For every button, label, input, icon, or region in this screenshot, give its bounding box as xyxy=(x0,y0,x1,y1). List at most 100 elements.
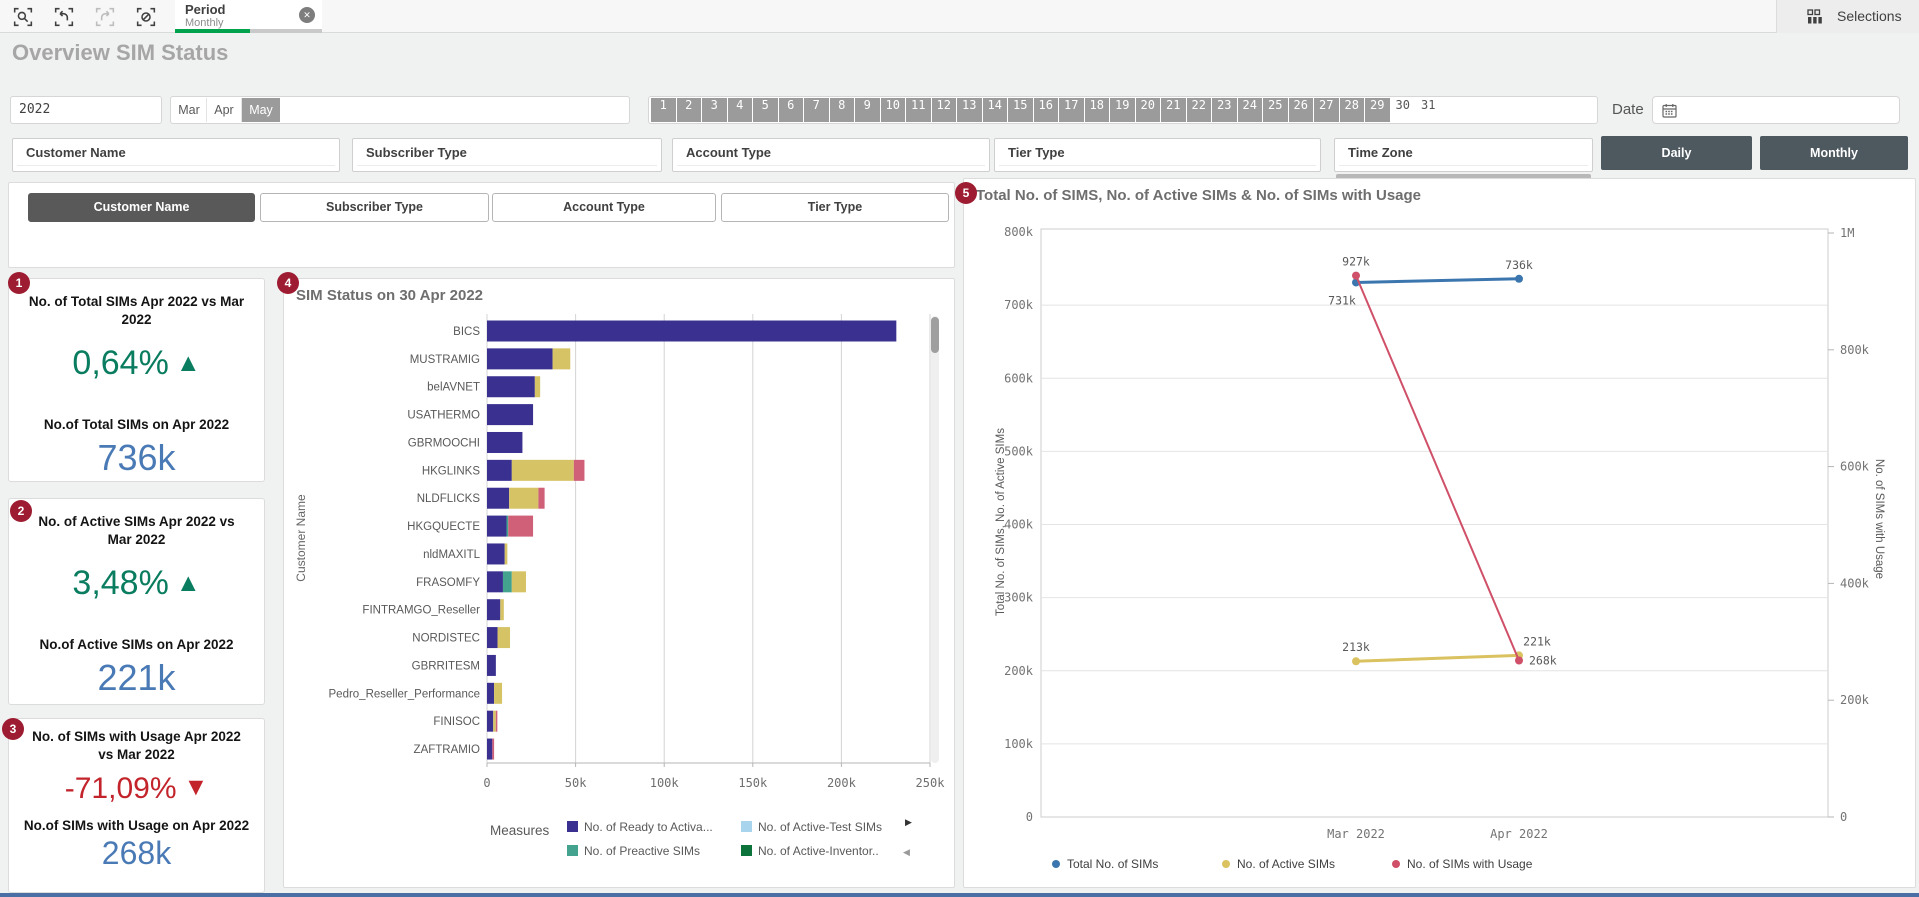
day-token-9[interactable]: 9 xyxy=(855,98,880,122)
bar-segment-pink[interactable] xyxy=(508,515,534,537)
bar-segment-yellow[interactable] xyxy=(500,599,504,621)
bar-segment-indigo[interactable] xyxy=(487,543,505,565)
bar-segment-indigo[interactable] xyxy=(487,376,535,398)
legend-entry-total-no-of-sims[interactable]: Total No. of SIMs xyxy=(1052,857,1158,871)
close-icon[interactable]: ✕ xyxy=(299,7,315,23)
data-point-no-of-sims-with-usage[interactable] xyxy=(1352,271,1360,280)
day-token-26[interactable]: 26 xyxy=(1288,98,1313,122)
bar-segment-indigo[interactable] xyxy=(487,599,501,621)
selections-button[interactable]: Selections xyxy=(1776,0,1919,33)
listbox-subscriber-type[interactable]: Subscriber Type xyxy=(352,138,662,172)
bar-segment-indigo[interactable] xyxy=(487,404,534,426)
bar-segment-pink[interactable] xyxy=(573,459,585,481)
legend-entry-no-of-sims-with-usage[interactable]: No. of SIMs with Usage xyxy=(1392,857,1532,871)
day-token-22[interactable]: 22 xyxy=(1186,98,1211,122)
bar-segment-yellow[interactable] xyxy=(511,571,526,593)
bar-segment-indigo[interactable] xyxy=(487,515,507,537)
day-token-5[interactable]: 5 xyxy=(753,98,778,122)
year-listbox[interactable]: 2022 xyxy=(10,96,162,124)
data-point-no-of-active-sims[interactable] xyxy=(1352,657,1360,666)
bar-segment-yellow[interactable] xyxy=(509,487,539,509)
bar-segment-indigo[interactable] xyxy=(487,654,496,676)
step-forward-icon[interactable] xyxy=(95,7,115,27)
dim-button-tier-type[interactable]: Tier Type xyxy=(721,193,949,222)
dim-button-customer-name[interactable]: Customer Name xyxy=(28,193,255,222)
bar-segment-pink[interactable] xyxy=(495,710,498,732)
day-token-14[interactable]: 14 xyxy=(982,98,1007,122)
listbox-account-type[interactable]: Account Type xyxy=(672,138,990,172)
day-token-23[interactable]: 23 xyxy=(1212,98,1237,122)
bar-segment-teal[interactable] xyxy=(502,571,512,593)
daily-button[interactable]: Daily xyxy=(1601,136,1752,170)
day-token-25[interactable]: 25 xyxy=(1263,98,1288,122)
legend-prev-icon[interactable]: ◀ xyxy=(903,847,910,857)
day-token-16[interactable]: 16 xyxy=(1033,98,1058,122)
dim-button-subscriber-type[interactable]: Subscriber Type xyxy=(260,193,489,222)
date-picker-input[interactable] xyxy=(1652,96,1900,124)
day-token-11[interactable]: 11 xyxy=(906,98,931,122)
bar-segment-yellow[interactable] xyxy=(534,376,541,398)
month-token-apr[interactable]: Apr xyxy=(207,98,242,122)
listbox-tier-type[interactable]: Tier Type xyxy=(994,138,1321,172)
bar-segment-indigo[interactable] xyxy=(487,348,553,370)
data-point-no-of-sims-with-usage[interactable] xyxy=(1515,656,1523,665)
day-token-6[interactable]: 6 xyxy=(778,98,803,122)
day-token-30[interactable]: 30 xyxy=(1390,98,1415,122)
day-token-1[interactable]: 1 xyxy=(651,98,676,122)
day-token-21[interactable]: 21 xyxy=(1161,98,1186,122)
day-token-17[interactable]: 17 xyxy=(1059,98,1084,122)
bar-segment-yellow[interactable] xyxy=(511,459,574,481)
bar-segment-indigo[interactable] xyxy=(487,627,498,649)
step-back-icon[interactable] xyxy=(54,7,74,27)
bar-segment-yellow[interactable] xyxy=(504,543,508,565)
bar-segment-yellow[interactable] xyxy=(494,682,503,704)
legend-next-icon[interactable]: ▶ xyxy=(905,817,912,827)
bar-segment-yellow[interactable] xyxy=(493,710,496,732)
bar-segment-indigo[interactable] xyxy=(487,487,510,509)
day-token-24[interactable]: 24 xyxy=(1237,98,1262,122)
smart-search-icon[interactable] xyxy=(13,7,33,27)
bar-segment-indigo[interactable] xyxy=(487,738,493,760)
bar-segment-indigo[interactable] xyxy=(487,710,494,732)
legend-entry-no-of-active-sims[interactable]: No. of Active SIMs xyxy=(1222,857,1335,871)
listbox-customer-name[interactable]: Customer Name xyxy=(12,138,340,172)
monthly-button[interactable]: Monthly xyxy=(1760,136,1908,170)
bar-chart-scrollbar[interactable] xyxy=(931,316,939,763)
selection-tab-period[interactable]: Period Monthly ✕ xyxy=(175,0,322,33)
day-token-27[interactable]: 27 xyxy=(1314,98,1339,122)
day-token-15[interactable]: 15 xyxy=(1008,98,1033,122)
month-token-may[interactable]: May xyxy=(242,98,280,122)
scrollbar-thumb[interactable] xyxy=(931,317,939,353)
day-token-18[interactable]: 18 xyxy=(1084,98,1109,122)
day-token-31[interactable]: 31 xyxy=(1416,98,1441,122)
bar-segment-teal[interactable] xyxy=(506,515,509,537)
day-token-2[interactable]: 2 xyxy=(676,98,701,122)
bar-segment-yellow[interactable] xyxy=(552,348,571,370)
day-token-20[interactable]: 20 xyxy=(1135,98,1160,122)
bar-segment-yellow[interactable] xyxy=(497,627,511,649)
day-token-13[interactable]: 13 xyxy=(957,98,982,122)
data-point-total-no-of-sims[interactable] xyxy=(1515,274,1523,283)
bar-segment-indigo[interactable] xyxy=(487,571,503,593)
day-token-4[interactable]: 4 xyxy=(727,98,752,122)
day-listbox[interactable]: 1 2 3 4 5 6 7 8 9 10 11 12 13 14 15 16 17 18 19 20 21 22 23 24 2… xyxy=(648,96,1598,124)
bar-segment-indigo[interactable] xyxy=(487,459,512,481)
clear-selections-icon[interactable] xyxy=(136,7,156,27)
day-token-8[interactable]: 8 xyxy=(829,98,854,122)
day-token-7[interactable]: 7 xyxy=(804,98,829,122)
month-listbox[interactable]: Mar Apr May xyxy=(170,96,630,124)
day-token-12[interactable]: 12 xyxy=(931,98,956,122)
dim-button-account-type[interactable]: Account Type xyxy=(492,193,716,222)
bar-segment-indigo[interactable] xyxy=(487,320,897,342)
bar-segment-indigo[interactable] xyxy=(487,431,523,453)
day-token-10[interactable]: 10 xyxy=(880,98,905,122)
month-token-mar[interactable]: Mar xyxy=(172,98,207,122)
bar-segment-pink[interactable] xyxy=(538,487,545,509)
timezone-scrollbar[interactable] xyxy=(1336,174,1591,179)
bar-segment-indigo[interactable] xyxy=(487,682,495,704)
bar-segment-pink[interactable] xyxy=(492,738,495,760)
day-token-28[interactable]: 28 xyxy=(1339,98,1364,122)
listbox-time-zone[interactable]: Time Zone xyxy=(1334,138,1593,172)
day-token-3[interactable]: 3 xyxy=(702,98,727,122)
day-token-29[interactable]: 29 xyxy=(1365,98,1390,122)
